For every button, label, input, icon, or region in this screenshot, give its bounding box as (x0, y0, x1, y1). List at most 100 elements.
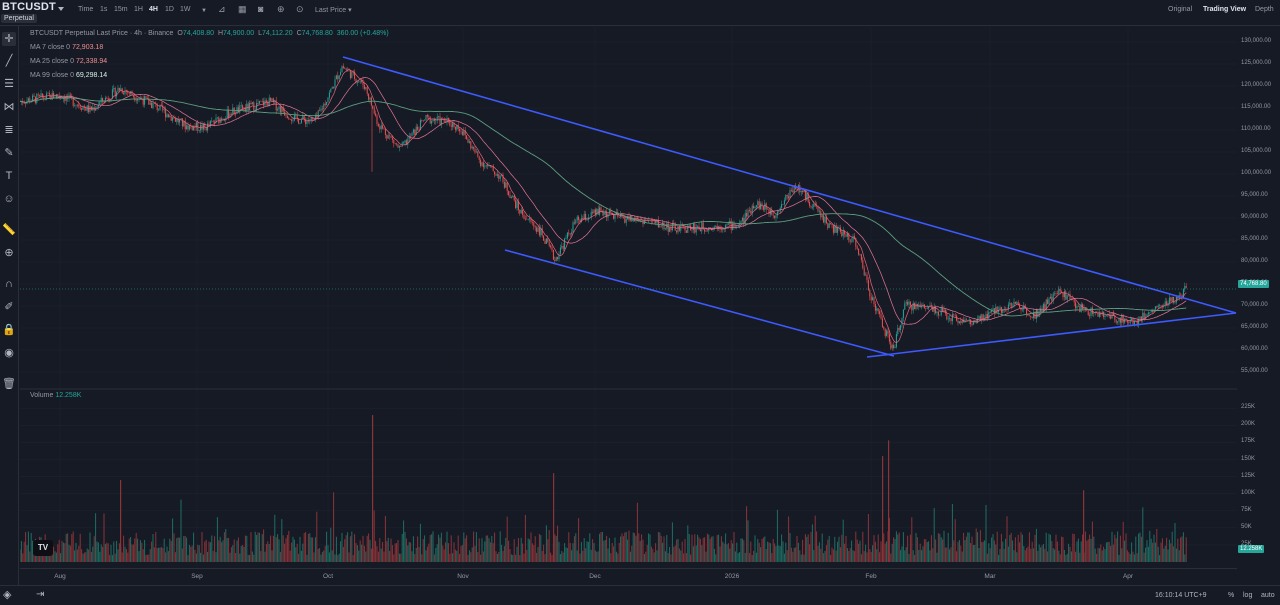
crosshair-icon[interactable]: ✛ (2, 32, 16, 46)
candle-body (550, 245, 552, 248)
trend-line-icon[interactable]: ╱ (5, 55, 13, 67)
volume-bar (781, 534, 783, 562)
log-toggle[interactable]: log (1243, 592, 1253, 599)
volume-bar (340, 541, 342, 562)
volume-bar (90, 551, 92, 562)
candle-body (419, 120, 421, 131)
candle-body (1003, 308, 1005, 310)
timeframe-1s[interactable]: 1s (100, 6, 108, 13)
candle-body (183, 120, 185, 127)
volume-bar (877, 534, 879, 562)
candle-body (515, 200, 517, 209)
volume-bar (155, 532, 157, 562)
horizontal-lines-icon[interactable]: ☰ (4, 78, 14, 90)
ma-25-line (20, 77, 1187, 325)
text-icon[interactable]: T (5, 170, 13, 182)
volume-bar (852, 550, 854, 562)
volume-bar (985, 504, 987, 562)
timeframe-1d[interactable]: 1D (165, 6, 174, 13)
indicator-icon[interactable]: ⊿ (218, 4, 226, 14)
volume-bar (267, 541, 269, 562)
timeframe-4h[interactable]: 4H (149, 6, 158, 13)
volume-bar (142, 549, 144, 562)
volume-bar (69, 545, 71, 562)
candle-body (226, 109, 228, 119)
layers-icon[interactable]: ◈ (3, 589, 12, 601)
candle-body (571, 232, 573, 235)
price-type-selector[interactable]: Last Price ▾ (315, 7, 352, 14)
candle-body (845, 234, 847, 237)
symbol-dropdown-caret-icon[interactable] (58, 7, 64, 11)
pattern-icon[interactable]: ⋈ (3, 101, 15, 113)
volume-bar (264, 551, 266, 562)
volume-bar (614, 537, 616, 562)
view-tradingview-tab[interactable]: Trading View (1203, 6, 1247, 13)
candle-body (1129, 320, 1131, 324)
candle-body (949, 318, 951, 319)
timeframe-1w[interactable]: 1W (180, 6, 191, 13)
fib-icon[interactable]: ≣ (4, 124, 14, 136)
volume-bar (933, 508, 935, 562)
time-axis[interactable]: Aug Sep Oct Nov Dec 2026 Feb Mar Apr (20, 568, 1237, 585)
settings-icon[interactable]: ⊙ (296, 4, 304, 14)
volume-bar (513, 539, 515, 562)
volume-bar (722, 541, 724, 562)
price-axis[interactable]: 130,000.00 125,000.00 120,000.00 115,000.00… (1237, 27, 1280, 568)
timeframe-time[interactable]: Time (78, 6, 94, 13)
volume-bar (891, 543, 893, 562)
volume-bar (677, 538, 679, 562)
volume-bar (275, 537, 277, 562)
volume-bar (321, 551, 323, 562)
volume-bar (174, 552, 176, 562)
candle-body (706, 230, 708, 232)
candle-body (211, 120, 213, 122)
candle-body (818, 210, 820, 212)
lock-icon[interactable]: 🔒 (2, 324, 16, 336)
auto-toggle[interactable]: auto (1261, 592, 1275, 599)
camera-icon[interactable]: ◙ (258, 4, 264, 14)
zoom-in-icon[interactable]: ⊕ (4, 247, 14, 259)
candle-body (291, 119, 293, 121)
clock-time[interactable]: 16:10:14 UTC+9 (1155, 592, 1207, 599)
add-icon[interactable]: ⊕ (277, 4, 285, 14)
emoji-icon[interactable]: ☺ (3, 193, 15, 205)
candle-body (554, 259, 556, 261)
candle-body (778, 211, 780, 212)
date-range-icon[interactable]: ⇥ (36, 589, 45, 600)
volume-bar (697, 534, 699, 562)
candle-body (166, 114, 168, 118)
magnet-icon[interactable]: ∩ (5, 278, 13, 290)
brush-icon[interactable]: ✎ (4, 147, 14, 159)
ruler-icon[interactable]: 📏 (2, 224, 16, 236)
layout-icon[interactable]: ▦ (238, 4, 247, 14)
candle-body (1154, 306, 1156, 310)
high-label: H (217, 30, 224, 37)
volume-bar (447, 543, 449, 562)
candle-body (744, 213, 746, 224)
percent-toggle[interactable]: % (1228, 592, 1235, 599)
symbol-name[interactable]: BTCUSDT (2, 1, 56, 13)
candle-body (806, 193, 808, 200)
candle-body (384, 129, 386, 135)
volume-bar (1154, 542, 1156, 562)
timeframe-15m[interactable]: 15m (114, 6, 128, 13)
volume-bar (649, 534, 651, 562)
view-depth-tab[interactable]: Depth (1255, 6, 1274, 13)
volume-bar (303, 533, 305, 562)
timeframe-more-icon[interactable]: ▼ (201, 8, 207, 14)
volume-bar (499, 531, 501, 562)
lock-drawing-icon[interactable]: ✐ (4, 301, 14, 313)
candle-body (480, 159, 482, 166)
volume-bar (929, 550, 931, 562)
ma25-legend: MA 25 close 0 72,338.94 (30, 58, 109, 65)
view-original-tab[interactable]: Original (1168, 6, 1193, 13)
candle-body (134, 96, 136, 101)
volume-bar (610, 553, 612, 562)
candle-body (1184, 286, 1186, 290)
volume-bar (288, 530, 290, 562)
price-chart[interactable] (20, 27, 1237, 568)
trash-icon[interactable]: 🗑 (2, 378, 16, 390)
eye-icon[interactable]: ◉ (4, 347, 14, 359)
timeframe-1h[interactable]: 1H (134, 6, 143, 13)
volume-bar (243, 546, 245, 562)
